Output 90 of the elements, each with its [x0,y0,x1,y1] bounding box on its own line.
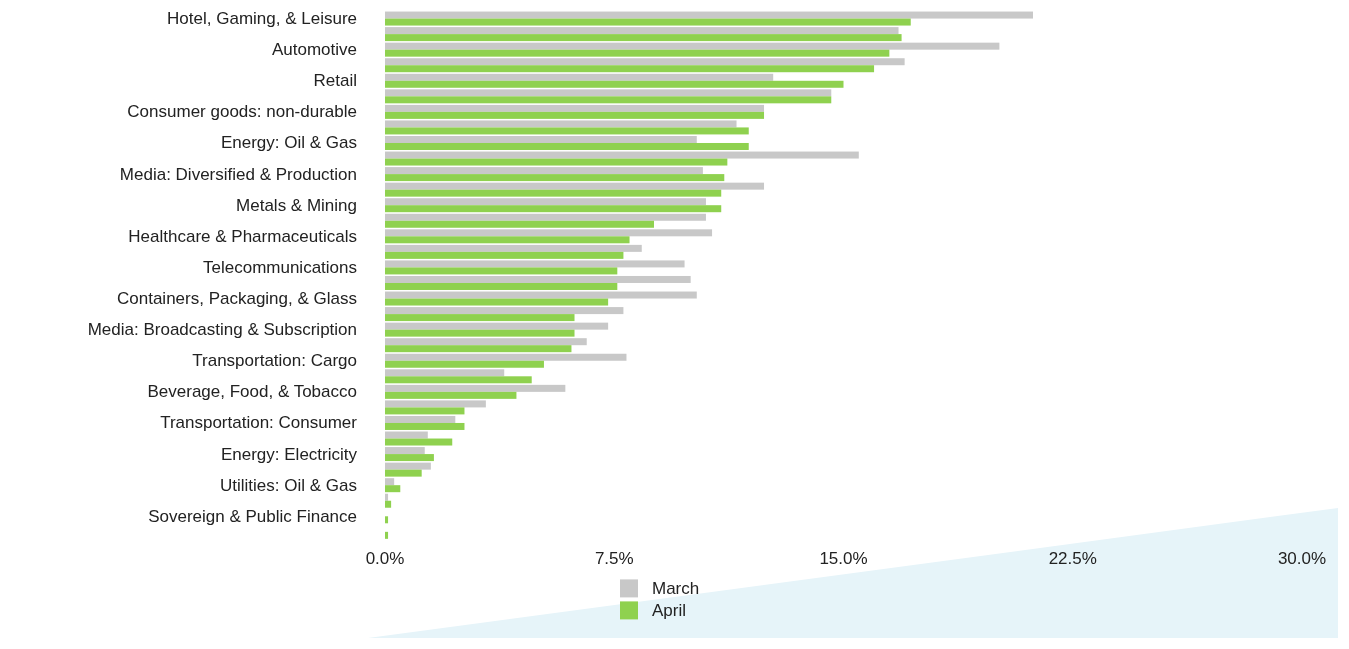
y-tick-label: Beverage, Food, & Tobacco [147,382,357,402]
bar [385,27,899,35]
bar [385,469,422,477]
x-tick-label: 7.5% [594,549,634,569]
bar [385,34,902,42]
bar [385,438,453,446]
bar [385,158,728,166]
bar [385,251,624,259]
bar [385,353,627,361]
y-tick-label: Healthcare & Pharmaceuticals [128,226,357,246]
bar [385,384,566,392]
bar [385,65,875,73]
y-tick-label: Metals & Mining [236,195,357,215]
bar [385,454,434,462]
bar [385,338,587,346]
bar [385,151,859,159]
bar [385,322,609,330]
bar [385,182,765,190]
bar [385,174,725,182]
bar [385,49,890,57]
bar [385,400,486,408]
bar [385,307,624,315]
bar [385,11,1034,19]
y-tick-label: Hotel, Gaming, & Leisure [167,9,357,29]
bar [385,229,713,237]
y-tick-label: Energy: Electricity [220,444,358,464]
y-tick-label: Automotive [271,40,357,60]
bar [385,127,749,135]
bar [385,205,722,213]
bar [385,198,706,206]
y-tick-label: Containers, Packaging, & Glass [116,289,357,309]
x-tick-label: 15.0% [819,549,868,569]
bar [385,142,749,150]
bar [385,500,392,508]
y-tick-label: Retail [313,71,357,91]
bar [385,485,401,493]
bar [385,111,765,119]
bar [385,478,395,486]
bar [385,167,703,175]
y-tick-label: Media: Broadcasting & Subscription [87,320,357,340]
legend-label: April [652,600,687,620]
bar [385,89,832,97]
bar [385,431,428,439]
x-tick-label: 0.0% [365,549,405,569]
bar [385,447,425,455]
bar [385,345,572,353]
bar [385,493,389,501]
bar [385,329,575,337]
y-tick-label: Consumer goods: non-durable [127,102,357,122]
bar [385,18,911,26]
bar [385,104,765,112]
y-tick-label: Media: Diversified & Production [119,164,357,184]
bar [385,291,697,299]
bar [385,220,654,228]
bar [385,236,630,244]
bar [385,58,905,66]
bar [385,42,1000,50]
bar [385,189,722,197]
y-tick-label: Transportation: Cargo [192,351,357,371]
bar [385,96,832,104]
bar [385,369,505,377]
x-tick-label: 22.5% [1048,549,1097,569]
bar [385,415,456,423]
bar [385,213,706,221]
bar [385,516,389,524]
bar [385,135,697,143]
bar [385,531,389,539]
bar [385,120,737,128]
bar [385,73,774,81]
legend-label: March [652,578,700,598]
bar [385,391,517,399]
bar [385,267,618,275]
bar [385,462,431,470]
y-tick-label: Utilities: Oil & Gas [220,475,357,495]
bar [385,260,685,268]
bar [385,298,609,306]
bar [385,407,465,415]
bar [385,282,618,290]
bar [385,314,575,322]
y-tick-label: Energy: Oil & Gas [220,133,357,153]
y-tick-label: Transportation: Consumer [160,413,358,433]
y-tick-label: Sovereign & Public Finance [148,506,357,526]
y-tick-label: Telecommunications [202,257,357,277]
bar [385,80,844,88]
bar [385,244,642,252]
bar [385,275,691,283]
bar [385,422,465,430]
bar [385,376,532,384]
x-tick-label: 30.0% [1277,549,1327,569]
bar [385,360,544,368]
